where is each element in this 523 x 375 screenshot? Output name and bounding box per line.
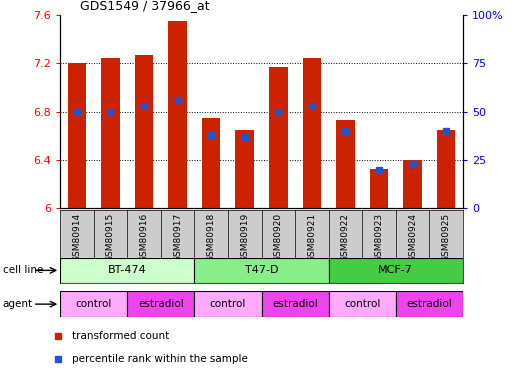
Text: agent: agent <box>3 299 33 309</box>
Text: GSM80914: GSM80914 <box>72 213 82 262</box>
Bar <box>370 170 388 208</box>
Bar <box>269 67 288 208</box>
Bar <box>195 258 328 283</box>
Bar <box>403 160 422 208</box>
Text: GSM80925: GSM80925 <box>441 213 451 262</box>
Bar <box>336 120 355 208</box>
Bar <box>328 291 396 317</box>
Text: GSM80922: GSM80922 <box>341 213 350 262</box>
Bar <box>101 58 120 208</box>
Text: GSM80919: GSM80919 <box>240 213 249 262</box>
Bar <box>235 130 254 208</box>
Text: percentile rank within the sample: percentile rank within the sample <box>72 354 248 364</box>
Bar <box>202 118 220 208</box>
Text: BT-474: BT-474 <box>108 266 146 275</box>
Text: T47-D: T47-D <box>245 266 278 275</box>
Text: GSM80924: GSM80924 <box>408 213 417 262</box>
Text: GSM80915: GSM80915 <box>106 213 115 262</box>
Text: estradiol: estradiol <box>138 299 184 309</box>
Text: cell line: cell line <box>3 266 43 275</box>
Bar <box>67 63 86 208</box>
Text: GSM80916: GSM80916 <box>140 213 149 262</box>
Text: transformed count: transformed count <box>72 331 169 341</box>
Bar <box>195 291 262 317</box>
Text: GSM80918: GSM80918 <box>207 213 215 262</box>
Text: control: control <box>210 299 246 309</box>
Text: estradiol: estradiol <box>272 299 318 309</box>
Text: GSM80920: GSM80920 <box>274 213 283 262</box>
Text: GSM80921: GSM80921 <box>308 213 316 262</box>
Text: estradiol: estradiol <box>406 299 452 309</box>
Text: MCF-7: MCF-7 <box>378 266 413 275</box>
Bar <box>168 21 187 208</box>
Bar <box>262 291 328 317</box>
Bar <box>60 258 195 283</box>
Text: control: control <box>75 299 112 309</box>
Bar <box>303 58 321 208</box>
Bar <box>437 130 456 208</box>
Text: GDS1549 / 37966_at: GDS1549 / 37966_at <box>81 0 210 12</box>
Bar <box>60 291 127 317</box>
Bar <box>127 291 195 317</box>
Bar <box>135 55 153 208</box>
Text: control: control <box>344 299 380 309</box>
Bar <box>328 258 463 283</box>
Text: GSM80923: GSM80923 <box>374 213 383 262</box>
Bar <box>396 291 463 317</box>
Text: GSM80917: GSM80917 <box>173 213 182 262</box>
